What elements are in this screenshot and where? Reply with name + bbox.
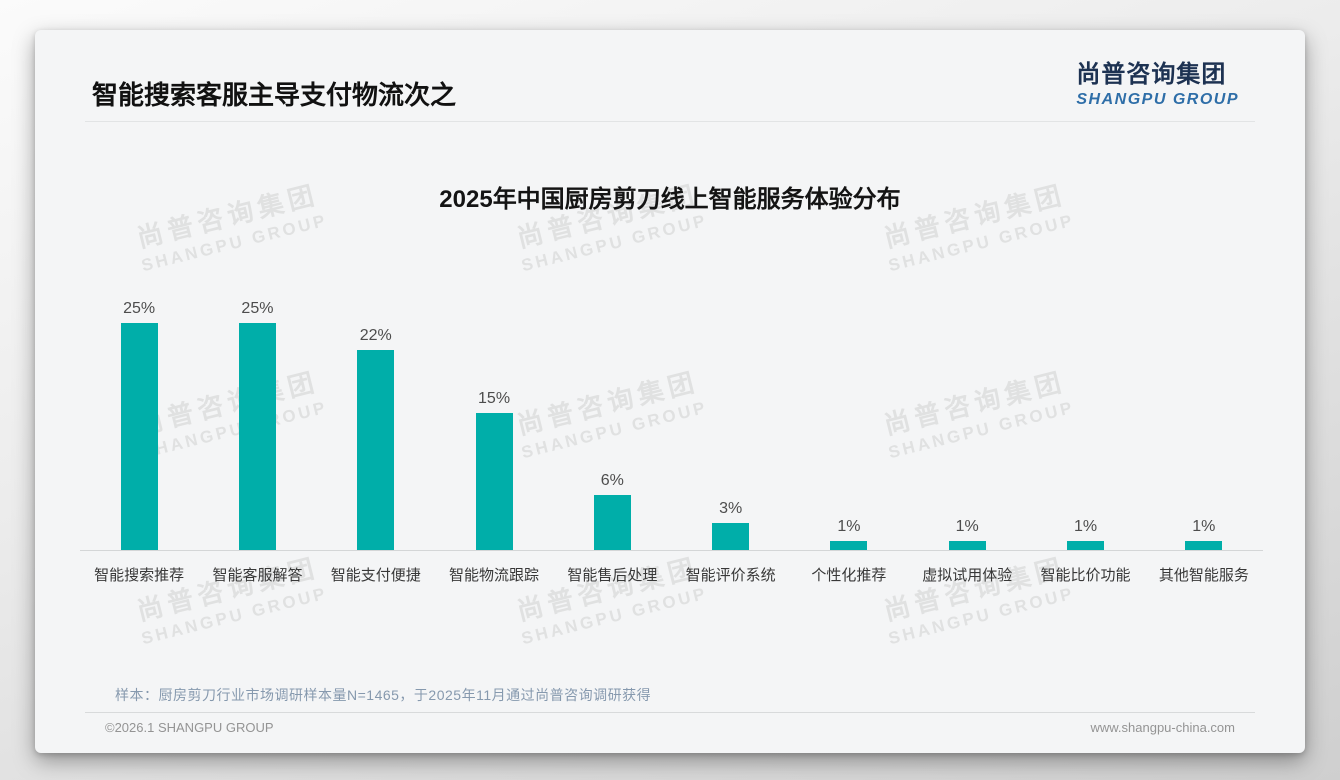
- category-label: 虚拟试用体验: [922, 567, 1013, 584]
- category-label: 其他智能服务: [1158, 567, 1249, 584]
- bar-value-label: 1%: [955, 518, 979, 535]
- x-axis-line: [80, 550, 1263, 551]
- category-label: 智能支付便捷: [330, 567, 421, 584]
- copyright-text: ©2026.1 SHANGPU GROUP: [105, 720, 274, 735]
- logo-cn-text: 尚普咨询集团: [1076, 61, 1227, 88]
- category-label: 智能评价系统: [685, 567, 776, 584]
- bar-value-label: 15%: [478, 390, 511, 407]
- bar-column: 25% 智能搜索推荐: [80, 300, 198, 585]
- bar-value-label: 1%: [1192, 518, 1216, 535]
- category-label: 智能客服解答: [212, 567, 303, 584]
- website-url: www.shangpu-china.com: [1090, 720, 1235, 735]
- bar-value-label: 25%: [123, 300, 156, 317]
- bar: [1067, 541, 1105, 550]
- footer-divider: [85, 712, 1255, 713]
- bar-column: 25% 智能客服解答: [198, 300, 316, 585]
- bar-value-label: 1%: [1073, 518, 1098, 535]
- category-label: 智能物流跟踪: [449, 567, 540, 584]
- company-logo: 尚普咨询集团 SHANGPU GROUP: [1076, 54, 1239, 109]
- bar-column: 1% 其他智能服务: [1145, 300, 1263, 585]
- page-title: 智能搜索客服主导支付物流次之: [92, 80, 457, 110]
- bar-column: 22% 智能支付便捷: [317, 300, 435, 585]
- chart-title: 2025年中国厨房剪刀线上智能服务体验分布: [439, 186, 901, 213]
- category-label: 智能售后处理: [567, 567, 658, 584]
- bar-value-label: 3%: [719, 500, 743, 517]
- bar: [357, 350, 395, 550]
- bar-value-label: 22%: [359, 327, 392, 344]
- bar-value-label: 1%: [837, 518, 861, 535]
- bar-column: 3% 智能评价系统: [671, 300, 789, 585]
- card-footer: ©2026.1 SHANGPU GROUP www.shangpu-china.…: [105, 720, 1235, 735]
- bar-columns: 25% 智能搜索推荐 25% 智能客服解答 22% 智能支付便捷 15% 智能物流跟踪 6% 智能…: [80, 300, 1263, 585]
- sample-footnote: 样本：厨房剪刀行业市场调研样本量N=1465，于2025年11月通过尚普咨询调研…: [115, 687, 652, 703]
- bar-column: 1% 个性化推荐: [790, 300, 908, 585]
- bar: [593, 495, 631, 550]
- bar-column: 1% 虚拟试用体验: [908, 300, 1026, 585]
- bar: [238, 323, 276, 550]
- bar-column: 6% 智能售后处理: [553, 300, 671, 585]
- report-card: 尚普咨询集团 SHANGPU GROUP 尚普咨询集团 SHANGPU GROUP 尚普…: [35, 30, 1305, 753]
- category-label: 个性化推荐: [811, 567, 887, 584]
- bar-value-label: 6%: [600, 472, 624, 489]
- bar: [830, 541, 868, 550]
- header-divider: [85, 121, 1255, 122]
- bar: [475, 413, 513, 550]
- bar: [120, 323, 158, 550]
- logo-en-text: SHANGPU GROUP: [1076, 91, 1239, 108]
- bar: [712, 523, 750, 550]
- bar-chart: 25% 智能搜索推荐 25% 智能客服解答 22% 智能支付便捷 15% 智能物流跟踪 6% 智能…: [80, 300, 1263, 585]
- bar: [948, 541, 986, 550]
- bar: [1185, 541, 1223, 550]
- bar-value-label: 25%: [241, 300, 274, 317]
- category-label: 智能搜索推荐: [94, 567, 185, 584]
- bar-column: 15% 智能物流跟踪: [435, 300, 553, 585]
- category-label: 智能比价功能: [1040, 567, 1131, 584]
- bar-column: 1% 智能比价功能: [1026, 300, 1144, 585]
